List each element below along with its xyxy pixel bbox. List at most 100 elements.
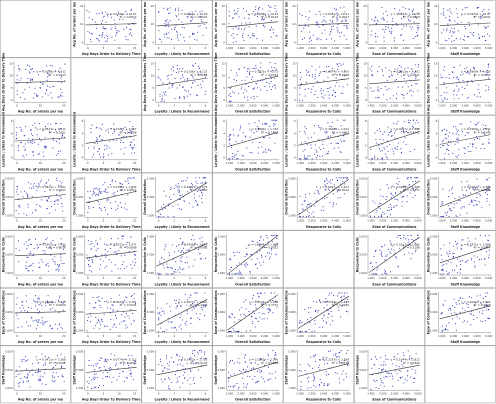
data-point: [121, 314, 123, 316]
data-point: [245, 10, 248, 12]
data-point: [104, 243, 106, 245]
data-point: [304, 157, 306, 159]
data-point: [390, 242, 392, 244]
data-point: [54, 203, 56, 205]
data-point: [442, 268, 444, 270]
data-point: [160, 361, 162, 363]
data-point: [404, 378, 406, 380]
data-point: [411, 238, 413, 241]
data-point: [268, 132, 270, 135]
data-point: [329, 19, 331, 22]
data-point: [174, 9, 176, 11]
data-point: [460, 74, 462, 76]
x-tick-label: 10: [39, 276, 43, 280]
data-point: [443, 81, 445, 84]
data-point: [179, 96, 181, 98]
x-tick-label: 5: [103, 46, 105, 50]
data-point: [329, 324, 331, 326]
x-tick-label: 2.000: [308, 219, 316, 223]
data-point: [258, 120, 260, 122]
data-point: [231, 273, 233, 275]
data-point: [99, 135, 101, 137]
data-point: [390, 373, 393, 375]
data-point: [265, 151, 267, 153]
data-point: [35, 94, 37, 96]
data-point: [338, 177, 340, 179]
data-point: [232, 33, 234, 35]
data-point: [383, 385, 385, 387]
regression-equation: R² = 0.0017: [332, 15, 349, 19]
data-point: [388, 372, 390, 375]
data-point: [400, 34, 402, 37]
data-point: [329, 350, 332, 352]
data-point: [106, 198, 108, 200]
data-point: [60, 197, 62, 199]
data-point: [336, 119, 338, 121]
data-point: [441, 215, 443, 217]
data-point: [343, 24, 345, 27]
data-point: [308, 328, 310, 331]
y-axis-label: Ease of Communications: [143, 290, 147, 334]
data-point: [407, 119, 410, 121]
data-point: [254, 87, 256, 89]
data-point: [465, 72, 467, 74]
data-point: [252, 310, 254, 312]
y-tick-label: 5: [152, 86, 154, 90]
x-tick-label: 5.000: [414, 161, 422, 165]
data-point: [167, 215, 169, 217]
data-point: [61, 205, 63, 207]
data-point: [376, 142, 378, 144]
data-point: [97, 194, 99, 196]
data-point: [181, 87, 184, 89]
data-point: [132, 148, 134, 150]
data-point: [253, 10, 255, 12]
data-point: [405, 7, 407, 9]
data-point: [375, 387, 377, 389]
x-tick-label: 20: [62, 276, 66, 280]
data-point: [120, 139, 122, 141]
data-point: [39, 378, 42, 380]
data-point: [396, 373, 398, 375]
data-point: [180, 359, 182, 362]
x-axis-label: Ease of Communications: [372, 283, 416, 287]
data-point: [242, 132, 244, 134]
data-point: [16, 126, 18, 128]
data-point: [344, 132, 346, 134]
data-point: [104, 40, 107, 42]
x-tick-label: 2.000: [237, 161, 245, 165]
data-point: [129, 32, 131, 34]
trendline: [85, 135, 137, 144]
x-axis-label: Staff Knowledge: [450, 340, 480, 344]
y-axis-label: Avg Days Order to Delivery Time: [143, 53, 147, 112]
data-point: [267, 366, 269, 368]
data-point: [26, 154, 28, 156]
data-point: [342, 20, 344, 22]
data-point: [109, 367, 111, 369]
data-point: [232, 28, 234, 30]
data-point: [412, 181, 414, 183]
data-point: [42, 129, 44, 131]
data-point: [459, 297, 462, 299]
data-point: [128, 364, 130, 366]
data-point: [186, 256, 188, 258]
x-tick-label: 0: [87, 334, 89, 338]
data-point: [131, 132, 133, 134]
data-point: [37, 143, 39, 145]
data-point: [96, 193, 98, 195]
data-point: [391, 363, 393, 365]
data-point: [33, 187, 35, 189]
data-point: [191, 18, 193, 20]
data-point: [106, 325, 108, 327]
data-point: [199, 313, 201, 315]
data-point: [190, 182, 193, 184]
data-point: [27, 77, 29, 80]
data-point: [475, 199, 477, 202]
trendline: [439, 187, 491, 208]
trendline: [85, 310, 137, 315]
data-point: [16, 74, 18, 76]
data-point: [160, 206, 162, 208]
data-point: [441, 99, 443, 101]
data-point: [378, 367, 380, 370]
data-point: [465, 190, 467, 192]
data-point: [485, 296, 487, 298]
